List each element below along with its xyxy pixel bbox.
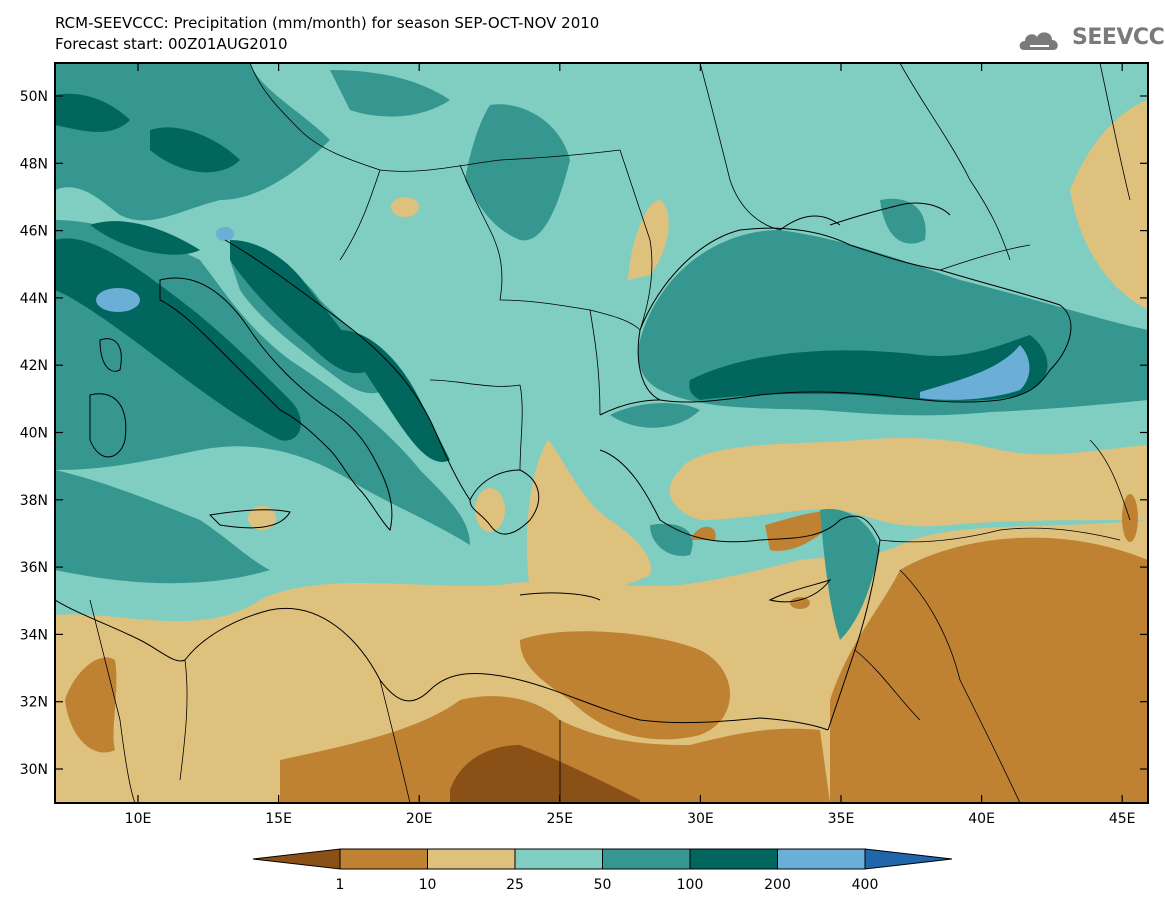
latitude-axis: 50N 48N 46N 44N 42N 40N 38N 36N 34N 32N 30N: [20, 89, 1148, 778]
latitude-label: 32N: [20, 695, 48, 711]
colorbar-bin: [602, 848, 691, 870]
colorbar-bin: [252, 848, 341, 870]
latitude-label: 44N: [20, 291, 48, 307]
colorbar-bin: [427, 848, 516, 870]
map-title: RCM-SEEVCCC: Precipitation (mm/month) fo…: [55, 14, 600, 32]
colorbar-label: 1: [336, 877, 345, 893]
latitude-label: 36N: [20, 560, 48, 576]
cloud-icon: [1019, 32, 1058, 50]
latitude-label: 38N: [20, 493, 48, 509]
latitude-label: 42N: [20, 358, 48, 374]
latitude-label: 40N: [20, 426, 48, 442]
latitude-label: 50N: [20, 89, 48, 105]
colorbar-bin: [689, 848, 778, 870]
colorbar-label: 50: [594, 877, 612, 893]
country-borders: [89, 63, 1131, 803]
colorbar-bin: [339, 848, 428, 870]
precipitation-field: [55, 63, 1148, 803]
colorbar-label: 10: [419, 877, 437, 893]
longitude-label: 10E: [125, 811, 152, 827]
colorbar-label: 400: [852, 877, 879, 893]
longitude-label: 20E: [406, 811, 433, 827]
longitude-axis: 10E 15E 20E 25E 30E 35E 40E 45E: [125, 63, 1136, 827]
longitude-label: 25E: [546, 811, 573, 827]
colorbar-legend: 1 10 25 50 100 200 400: [252, 848, 953, 893]
forecast-start-subtitle: Forecast start: 00Z01AUG2010: [55, 35, 288, 53]
longitude-label: 40E: [968, 811, 995, 827]
longitude-label: 45E: [1109, 811, 1136, 827]
colorbar-label: 100: [677, 877, 704, 893]
colorbar-label: 25: [506, 877, 524, 893]
latitude-label: 48N: [20, 156, 48, 172]
latitude-label: 34N: [20, 627, 48, 643]
latitude-label: 30N: [20, 762, 48, 778]
longitude-label: 15E: [265, 811, 292, 827]
longitude-label: 35E: [828, 811, 855, 827]
colorbar-bin: [864, 848, 953, 870]
seevccc-logo: SEEVCCC: [1072, 25, 1165, 50]
latitude-label: 46N: [20, 224, 48, 240]
colorbar-label: 200: [764, 877, 791, 893]
colorbar-bin: [514, 848, 603, 870]
colorbar-bin: [777, 848, 866, 870]
coastlines: [55, 202, 1072, 731]
longitude-label: 30E: [687, 811, 714, 827]
